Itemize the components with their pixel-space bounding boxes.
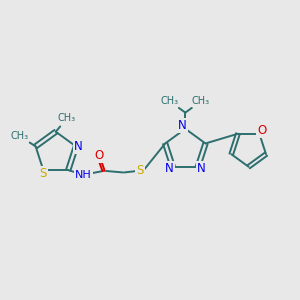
Text: N: N	[74, 140, 83, 153]
Text: N: N	[178, 119, 187, 132]
Text: CH₃: CH₃	[192, 96, 210, 106]
Text: N: N	[197, 162, 206, 175]
Text: S: S	[40, 167, 47, 180]
Text: S: S	[136, 164, 144, 178]
Text: N: N	[165, 162, 174, 175]
Text: CH₃: CH₃	[161, 96, 179, 106]
Text: CH₃: CH₃	[11, 131, 28, 141]
Text: CH₃: CH₃	[57, 113, 75, 124]
Text: O: O	[95, 149, 104, 162]
Text: NH: NH	[75, 170, 92, 180]
Text: O: O	[257, 124, 266, 137]
